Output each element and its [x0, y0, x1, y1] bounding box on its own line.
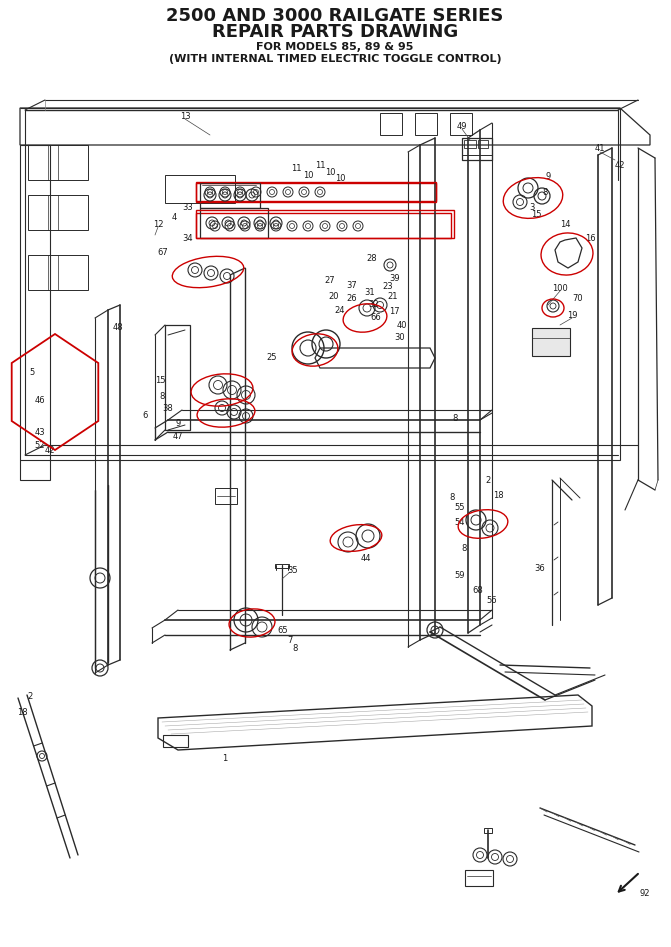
Bar: [215, 488, 237, 504]
Text: 30: 30: [395, 332, 405, 342]
Text: 2: 2: [485, 475, 491, 485]
Text: 8: 8: [450, 492, 455, 502]
Text: 35: 35: [288, 565, 299, 575]
Text: (WITH INTERNAL TIMED ELECTRIC TOGGLE CONTROL): (WITH INTERNAL TIMED ELECTRIC TOGGLE CON…: [168, 54, 501, 64]
Text: 1: 1: [222, 754, 227, 762]
Text: 28: 28: [366, 254, 377, 262]
Text: 59: 59: [455, 570, 465, 580]
Text: 54: 54: [455, 517, 465, 527]
Text: 25: 25: [267, 352, 277, 362]
Bar: [484, 828, 492, 833]
Text: 15: 15: [531, 209, 541, 219]
Text: 10: 10: [335, 173, 346, 183]
Text: 10: 10: [303, 170, 313, 180]
Bar: [28, 145, 88, 180]
Text: 37: 37: [347, 280, 358, 290]
Bar: [28, 195, 88, 230]
Text: 16: 16: [584, 234, 595, 242]
Bar: [275, 564, 289, 568]
Text: 8: 8: [462, 544, 467, 552]
Bar: [196, 210, 454, 238]
Text: 100: 100: [552, 283, 568, 293]
Text: 23: 23: [382, 281, 393, 291]
Bar: [165, 175, 235, 203]
Text: 21: 21: [388, 292, 399, 300]
Text: 12: 12: [153, 220, 163, 228]
Text: 11: 11: [291, 164, 301, 172]
Text: 7: 7: [287, 635, 293, 645]
Text: 9: 9: [546, 171, 551, 181]
Bar: [196, 182, 436, 202]
Bar: [415, 113, 437, 135]
Bar: [196, 183, 436, 201]
Bar: [28, 255, 88, 290]
Text: 24: 24: [335, 306, 346, 314]
Text: 32: 32: [368, 299, 379, 309]
Text: 11: 11: [315, 160, 325, 170]
Text: 31: 31: [364, 288, 375, 296]
Text: 46: 46: [35, 396, 46, 404]
Text: 18: 18: [493, 491, 503, 499]
Text: 15: 15: [155, 376, 165, 384]
Text: 6: 6: [142, 410, 148, 420]
Text: 56: 56: [486, 596, 497, 604]
Text: 20: 20: [329, 292, 340, 300]
Text: 10: 10: [325, 168, 336, 176]
Text: 14: 14: [560, 220, 570, 228]
Text: 67: 67: [158, 247, 168, 257]
Bar: [163, 735, 188, 747]
Text: 49: 49: [457, 121, 467, 131]
Bar: [450, 113, 472, 135]
Text: FOR MODELS 85, 89 & 95: FOR MODELS 85, 89 & 95: [256, 42, 414, 52]
Bar: [200, 183, 260, 208]
Text: 40: 40: [397, 320, 407, 330]
Text: 19: 19: [567, 311, 577, 319]
Text: 68: 68: [472, 585, 483, 595]
Text: 52: 52: [35, 440, 45, 450]
Bar: [165, 325, 190, 430]
Text: 18: 18: [17, 707, 28, 717]
Text: 3: 3: [529, 203, 535, 211]
Text: 48: 48: [113, 323, 123, 331]
Text: 36: 36: [535, 563, 546, 573]
Bar: [465, 870, 493, 886]
Bar: [464, 140, 476, 148]
Text: 42: 42: [45, 445, 55, 455]
Text: 8: 8: [452, 414, 458, 422]
Text: 8: 8: [293, 644, 298, 652]
Text: 27: 27: [325, 276, 336, 284]
Text: 92: 92: [639, 888, 650, 898]
Bar: [200, 208, 268, 238]
Bar: [478, 140, 488, 148]
Bar: [462, 138, 492, 160]
Text: 42: 42: [615, 160, 625, 170]
Text: REPAIR PARTS DRAWING: REPAIR PARTS DRAWING: [212, 23, 458, 41]
Text: 43: 43: [35, 427, 46, 437]
Text: 8: 8: [542, 188, 548, 196]
Text: 8: 8: [159, 391, 164, 401]
Text: 17: 17: [389, 307, 399, 315]
Text: 26: 26: [347, 294, 358, 302]
Text: 4: 4: [171, 212, 176, 222]
Text: 66: 66: [370, 313, 381, 321]
Text: 41: 41: [595, 144, 605, 152]
Bar: [380, 113, 402, 135]
Text: 70: 70: [572, 294, 583, 302]
Text: 47: 47: [172, 432, 183, 440]
Text: 2: 2: [28, 691, 33, 701]
Bar: [532, 328, 570, 356]
Text: 9: 9: [175, 419, 180, 427]
Text: 5: 5: [30, 367, 35, 377]
Text: 44: 44: [361, 553, 371, 563]
Text: 38: 38: [162, 403, 173, 413]
Text: 33: 33: [183, 203, 193, 211]
Text: 39: 39: [390, 274, 401, 282]
Bar: [196, 213, 451, 238]
Text: 55: 55: [455, 503, 465, 511]
Text: 34: 34: [183, 234, 193, 242]
Text: 65: 65: [278, 626, 289, 634]
Text: 2500 AND 3000 RAILGATE SERIES: 2500 AND 3000 RAILGATE SERIES: [166, 7, 504, 25]
Text: 13: 13: [180, 112, 191, 120]
